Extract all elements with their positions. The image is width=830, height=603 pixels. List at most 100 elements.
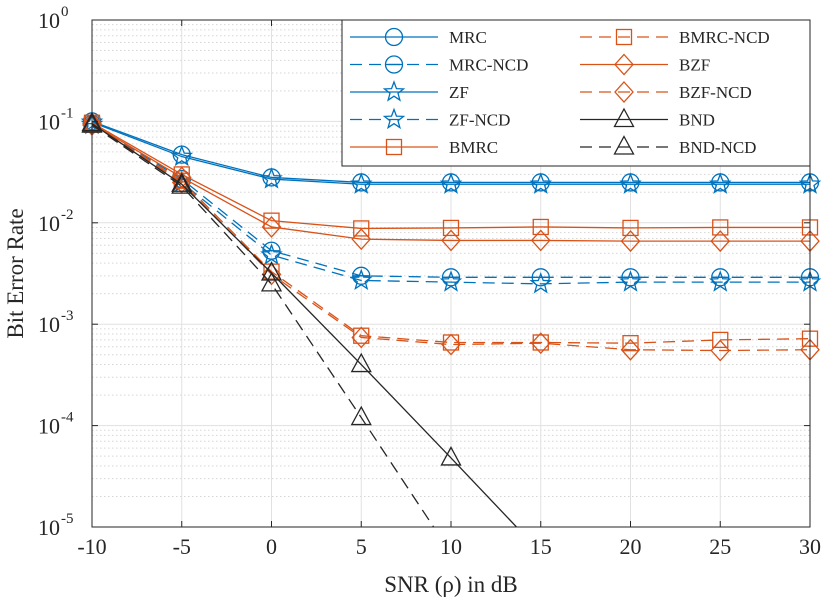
y-tick-label: 10 -2 [38,207,74,236]
data-point [171,174,193,194]
legend-entry: BND [580,107,715,130]
legend-entry: MRC [350,27,487,47]
data-point [170,144,194,167]
y-tick-label: 10 -3 [38,308,74,337]
legend-entry: BMRC [350,138,498,157]
data-point [171,166,192,189]
series-line [92,121,810,185]
x-tick-label: -10 [77,534,106,559]
data-point [439,172,463,194]
data-point [261,263,282,286]
y-axis-title: Bit Error Rate [3,208,28,338]
legend-entry: ZF-NCD [350,107,510,130]
data-point [350,352,372,373]
data-point [614,81,634,103]
data-point [614,53,634,76]
y-tick-base: 10 [38,8,60,33]
legend-entry: ZF [350,80,469,102]
series-line [92,120,810,184]
data-point [385,138,403,156]
data-point [384,55,404,74]
data-point [712,219,729,236]
y-tick-base: 10 [38,414,60,439]
y-tick-label: 10 -1 [38,105,74,134]
legend-label: BZF-NCD [679,83,752,102]
data-point [351,228,372,251]
legend-label: BMRC-NCD [679,28,770,47]
x-tick-label: 30 [799,534,821,559]
series-line [92,123,810,242]
data-point [710,339,731,362]
y-tick-exponent: -4 [61,410,74,426]
legend-label: ZF-NCD [449,111,510,130]
y-tick-base: 10 [38,312,60,337]
data-point [441,333,461,356]
data-point [619,270,642,292]
data-point [351,326,372,349]
plot-series [80,110,822,527]
series-line [92,122,810,230]
legend-entry: BZF [580,53,710,76]
y-tick-label: 10 -4 [38,410,74,439]
data-point [622,335,639,352]
data-point [382,80,406,102]
legend-label: BND-NCD [679,138,756,157]
legend-label: BND [679,111,715,130]
series-line [92,124,810,285]
series-bzf-ncd [82,114,820,362]
data-point [619,172,642,194]
y-tick-exponent: -3 [61,308,74,324]
x-tick-label: 0 [266,534,277,559]
legend-entry: BND-NCD [580,135,756,157]
y-tick-base: 10 [38,515,60,540]
y-tick-exponent: 0 [61,4,69,20]
data-point [350,405,372,426]
data-point [442,219,460,237]
data-point [613,135,635,155]
marker-circle [384,27,404,47]
series-line [92,124,810,344]
data-point [260,271,283,292]
data-point [530,229,551,252]
data-point [529,172,553,194]
data-point [613,107,635,128]
data-point [439,270,463,292]
y-tick-exponent: -2 [61,207,74,223]
legend-box [341,19,811,167]
data-point [529,271,553,294]
data-point [712,331,729,349]
legend-entry: MRC-NCD [350,55,528,75]
y-tick-base: 10 [38,211,60,236]
data-point [260,261,283,281]
data-point [532,218,549,236]
x-tick-label: 5 [356,534,367,559]
data-point [622,219,639,237]
data-point [263,212,280,229]
data-point [530,332,551,355]
legend-label: ZF [449,83,469,102]
data-point [382,107,406,130]
legend: MRC MRC-NCD ZF ZF-NCD BMRC BMRC-NCD BZF BZF-NCD… [341,19,811,167]
data-point [708,270,732,292]
x-tick-label: 15 [530,534,552,559]
legend-entry: BMRC-NCD [580,28,770,47]
y-tick-base: 10 [38,109,60,134]
x-axis-title: SNR (ρ) in dB [384,572,518,597]
y-tick-label: 10 -5 [38,511,74,540]
data-point [531,268,550,287]
legend-label: MRC-NCD [449,56,528,75]
legend-label: BZF [679,56,710,75]
x-tick-label: 10 [440,534,462,559]
data-point [349,172,373,194]
data-point [261,215,282,238]
legend-entry: BZF-NCD [580,81,752,103]
legend-label: MRC [449,28,487,47]
data-point [353,220,370,237]
data-point [440,446,462,466]
data-point [620,338,641,361]
data-point [260,167,283,189]
x-tick-label: -5 [173,534,191,559]
y-tick-label: 10 0 [38,4,69,33]
